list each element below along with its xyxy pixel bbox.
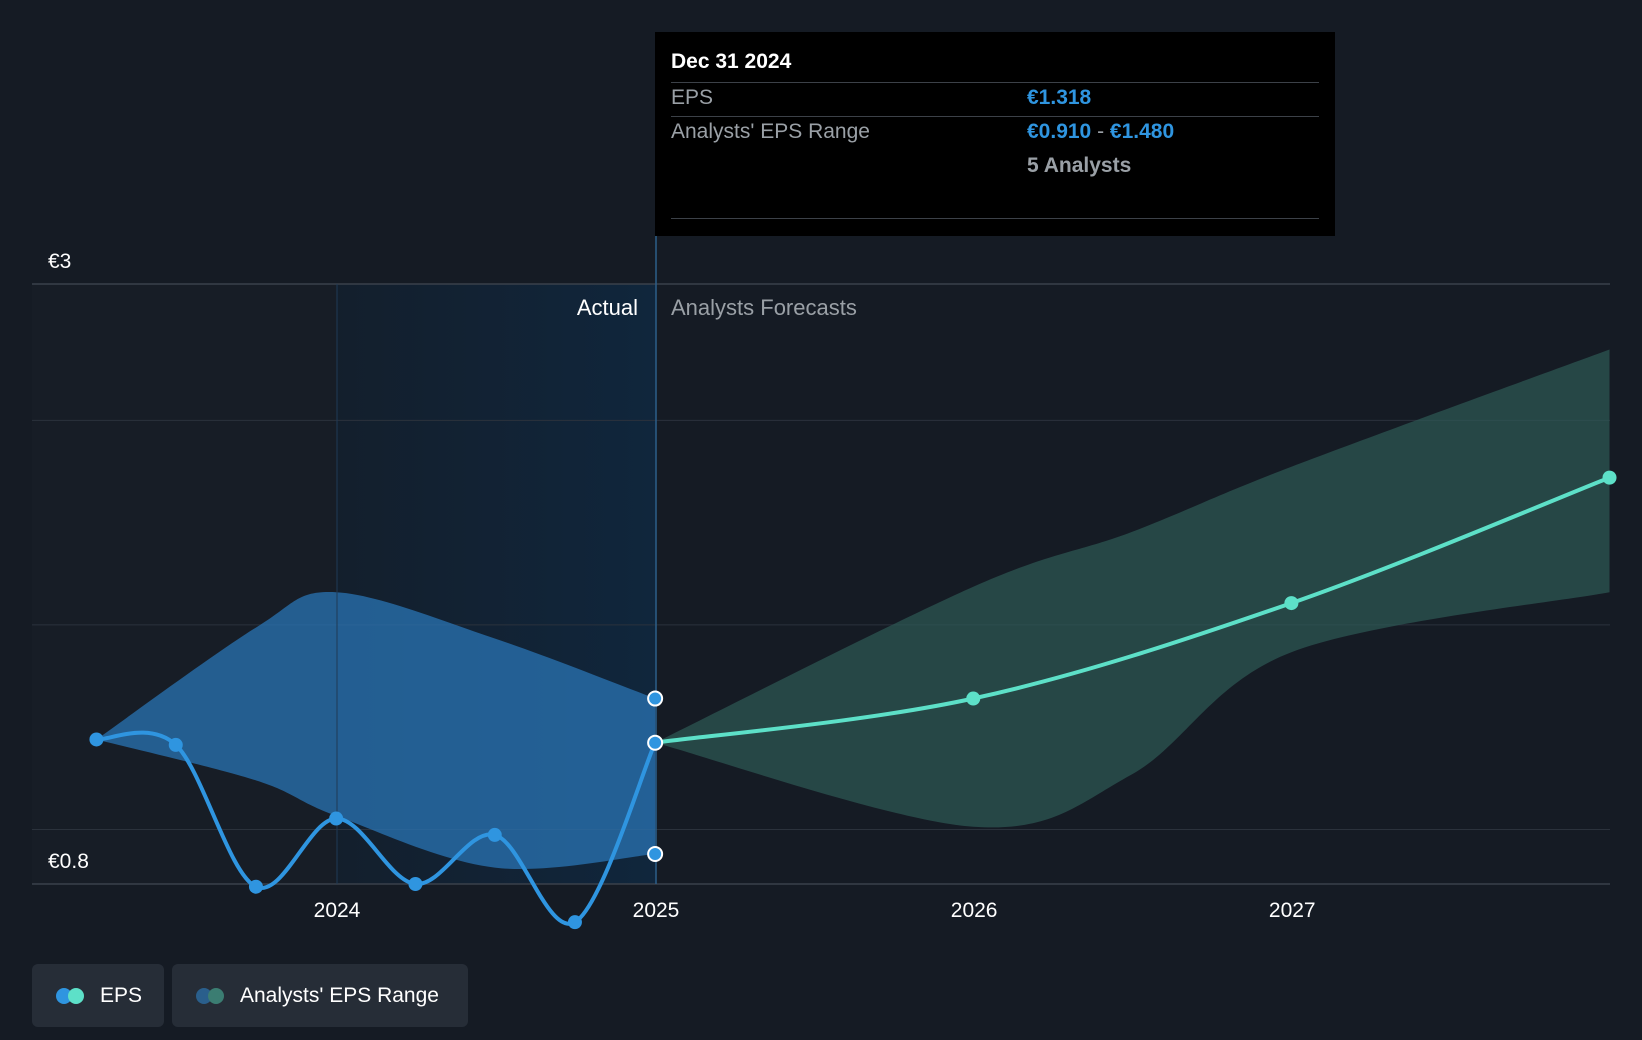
x-tick-label: 2024 <box>314 899 361 922</box>
tooltip-range-label: Analysts' EPS Range <box>671 120 870 143</box>
legend-eps-label: EPS <box>100 983 143 1007</box>
actual-label: Actual <box>577 295 638 320</box>
eps-point-actual[interactable] <box>168 737 183 752</box>
tooltip-range-high: €1.480 <box>1109 120 1175 143</box>
forecast-label: Analysts Forecasts <box>671 295 857 320</box>
eps-point-actual[interactable] <box>647 734 664 751</box>
eps-point-forecast[interactable] <box>1602 470 1617 485</box>
tooltip-eps-label: EPS <box>671 86 714 109</box>
eps-point-actual[interactable] <box>89 732 104 747</box>
tooltip-divider <box>671 218 1319 219</box>
eps-point-actual[interactable] <box>487 827 502 842</box>
tooltip-divider <box>671 82 1319 83</box>
legend-range-label: Analysts' EPS Range <box>240 983 439 1007</box>
range-low-point[interactable] <box>647 846 664 862</box>
x-tick-label: 2025 <box>633 899 680 922</box>
tooltip-eps-value: €1.318 <box>1027 86 1092 109</box>
x-tick-label: 2026 <box>951 899 998 922</box>
y-axis-label-min: €0.8 <box>48 850 89 873</box>
eps-point-forecast[interactable] <box>966 691 981 706</box>
legend-item-range[interactable]: Analysts' EPS Range <box>172 964 468 1027</box>
y-axis-label-max: €3 <box>48 250 71 273</box>
range-area-actual <box>96 592 656 869</box>
tooltip-range-low: €0.910 <box>1027 120 1092 143</box>
axis-labels: €3 €0.8 Actual Analysts Forecasts 2024 2025 20… <box>48 250 1316 922</box>
eps-legend-icon <box>56 987 88 1004</box>
eps-markers <box>89 470 1617 930</box>
range-areas <box>96 349 1610 869</box>
eps-point-actual[interactable] <box>567 915 582 930</box>
tooltip-range-value: €0.910 - €1.480 <box>1027 120 1174 144</box>
tooltip-range-separator: - <box>1097 120 1105 143</box>
eps-point-actual[interactable] <box>329 811 344 826</box>
range-area-forecast <box>655 349 1610 828</box>
range-legend-icon <box>196 987 228 1004</box>
tooltip-divider <box>671 116 1319 117</box>
eps-point-actual[interactable] <box>408 877 423 891</box>
eps-point-forecast[interactable] <box>1284 596 1299 611</box>
tooltip-analyst-count: 5 Analysts <box>1027 154 1132 177</box>
tooltip-date: Dec 31 2024 <box>671 50 792 73</box>
eps-point-actual[interactable] <box>248 879 263 894</box>
tooltip: Dec 31 2024 EPS €1.318 Analysts' EPS Ran… <box>655 32 1335 236</box>
range-high-point[interactable] <box>647 690 664 707</box>
x-tick-label: 2027 <box>1269 899 1316 922</box>
eps-line-forecast <box>653 475 1612 745</box>
legend-item-eps[interactable]: EPS <box>32 964 164 1027</box>
